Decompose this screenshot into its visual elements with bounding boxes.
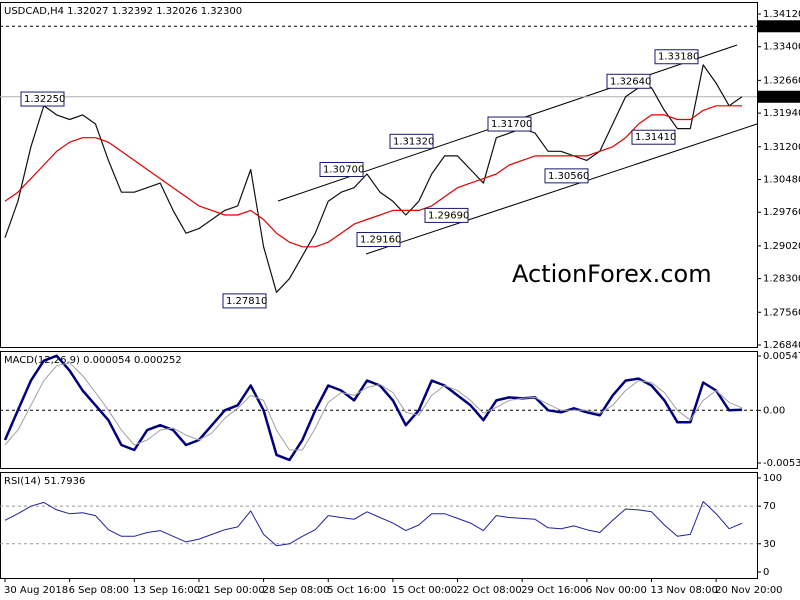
x-tick-label: 13 Nov 08:00 (650, 585, 717, 596)
panel-title: RSI(14) 51.7936 (4, 476, 85, 487)
x-tick-label: 28 Sep 08:00 (263, 585, 330, 596)
y-tick-label: -0.005314 (763, 458, 800, 469)
last-price-box (758, 90, 800, 103)
y-tick-label: 1.30480 (763, 175, 800, 186)
price-panel (0, 2, 758, 348)
resistance-label-box (758, 20, 800, 33)
price-annotation-box (424, 207, 469, 223)
y-tick-label: 70 (763, 501, 776, 512)
channel-lower (365, 123, 758, 255)
series-line (4, 362, 743, 451)
resistance-label: 1.33850 (761, 21, 800, 32)
watermark: ActionForex.com (512, 260, 712, 288)
x-tick-label: 20 Nov 20:00 (715, 585, 782, 596)
rsi-panel (0, 472, 758, 579)
price-annotation: 1.31410 (635, 132, 676, 143)
y-tick-label: 0 (763, 567, 769, 578)
price-annotation-box (20, 91, 65, 107)
price-annotation-box (606, 73, 651, 89)
x-tick-label: 6 Sep 08:00 (69, 585, 129, 596)
series-line (4, 105, 742, 248)
y-tick-label: 1.28300 (763, 274, 800, 285)
price-annotation-box (319, 161, 364, 177)
panel-title: MACD(12,26,9) 0.000054 0.000252 (4, 355, 182, 366)
y-tick-label: 0.00 (763, 405, 785, 416)
y-tick-label: 1.31940 (763, 108, 800, 119)
price-annotation: 1.33180 (658, 52, 699, 63)
price-annotation: 1.29690 (428, 210, 469, 221)
series-line (4, 501, 743, 547)
x-tick-label: 5 Oct 16:00 (327, 585, 386, 596)
x-tick-label: 13 Sep 16:00 (133, 585, 200, 596)
price-annotation-box (487, 116, 532, 132)
price-annotation: 1.31700 (491, 119, 532, 130)
price-annotation-box (356, 232, 401, 248)
price-annotation: 1.32640 (610, 76, 651, 87)
y-tick-label: 1.26840 (763, 340, 800, 351)
series-line (4, 64, 743, 293)
y-tick-label: 1.27560 (763, 307, 800, 318)
x-tick-label: 30 Aug 2018 (4, 585, 68, 596)
y-tick-label: 0.005478 (763, 351, 800, 362)
y-tick-label: 1.34120 (763, 9, 800, 20)
y-tick-label: 1.29760 (763, 207, 800, 218)
price-annotation: 1.32250 (24, 94, 65, 105)
price-annotation-box (544, 168, 589, 184)
price-annotation: 1.31320 (393, 136, 434, 147)
price-annotation: 1.30560 (548, 171, 589, 182)
y-tick-label: 1.33400 (763, 42, 800, 53)
x-tick-label: 22 Oct 08:00 (457, 585, 522, 596)
last-price-label: 1.32300 (761, 92, 800, 103)
y-tick-label: 1.32660 (763, 75, 800, 86)
y-tick-label: 30 (763, 539, 776, 550)
x-tick-label: 29 Oct 16:00 (521, 585, 586, 596)
price-annotation-box (222, 293, 267, 309)
price-annotation-box (631, 129, 676, 145)
x-tick-label: 15 Oct 00:00 (392, 585, 457, 596)
y-tick-label: 1.31200 (763, 142, 800, 153)
price-annotation: 1.29160 (360, 235, 401, 246)
y-tick-label: 1.29020 (763, 241, 800, 252)
x-tick-label: 21 Sep 00:00 (198, 585, 265, 596)
price-annotation-box (654, 49, 699, 65)
price-annotation: 1.30700 (323, 164, 364, 175)
x-tick-label: 6 Nov 00:00 (586, 585, 647, 596)
panel-title: USDCAD,H4 1.32027 1.32392 1.32026 1.3230… (4, 6, 242, 17)
price-annotation: 1.27810 (226, 296, 267, 307)
y-tick-label: 100 (763, 473, 782, 484)
price-annotation-box (389, 133, 434, 149)
series-line (3, 354, 743, 462)
